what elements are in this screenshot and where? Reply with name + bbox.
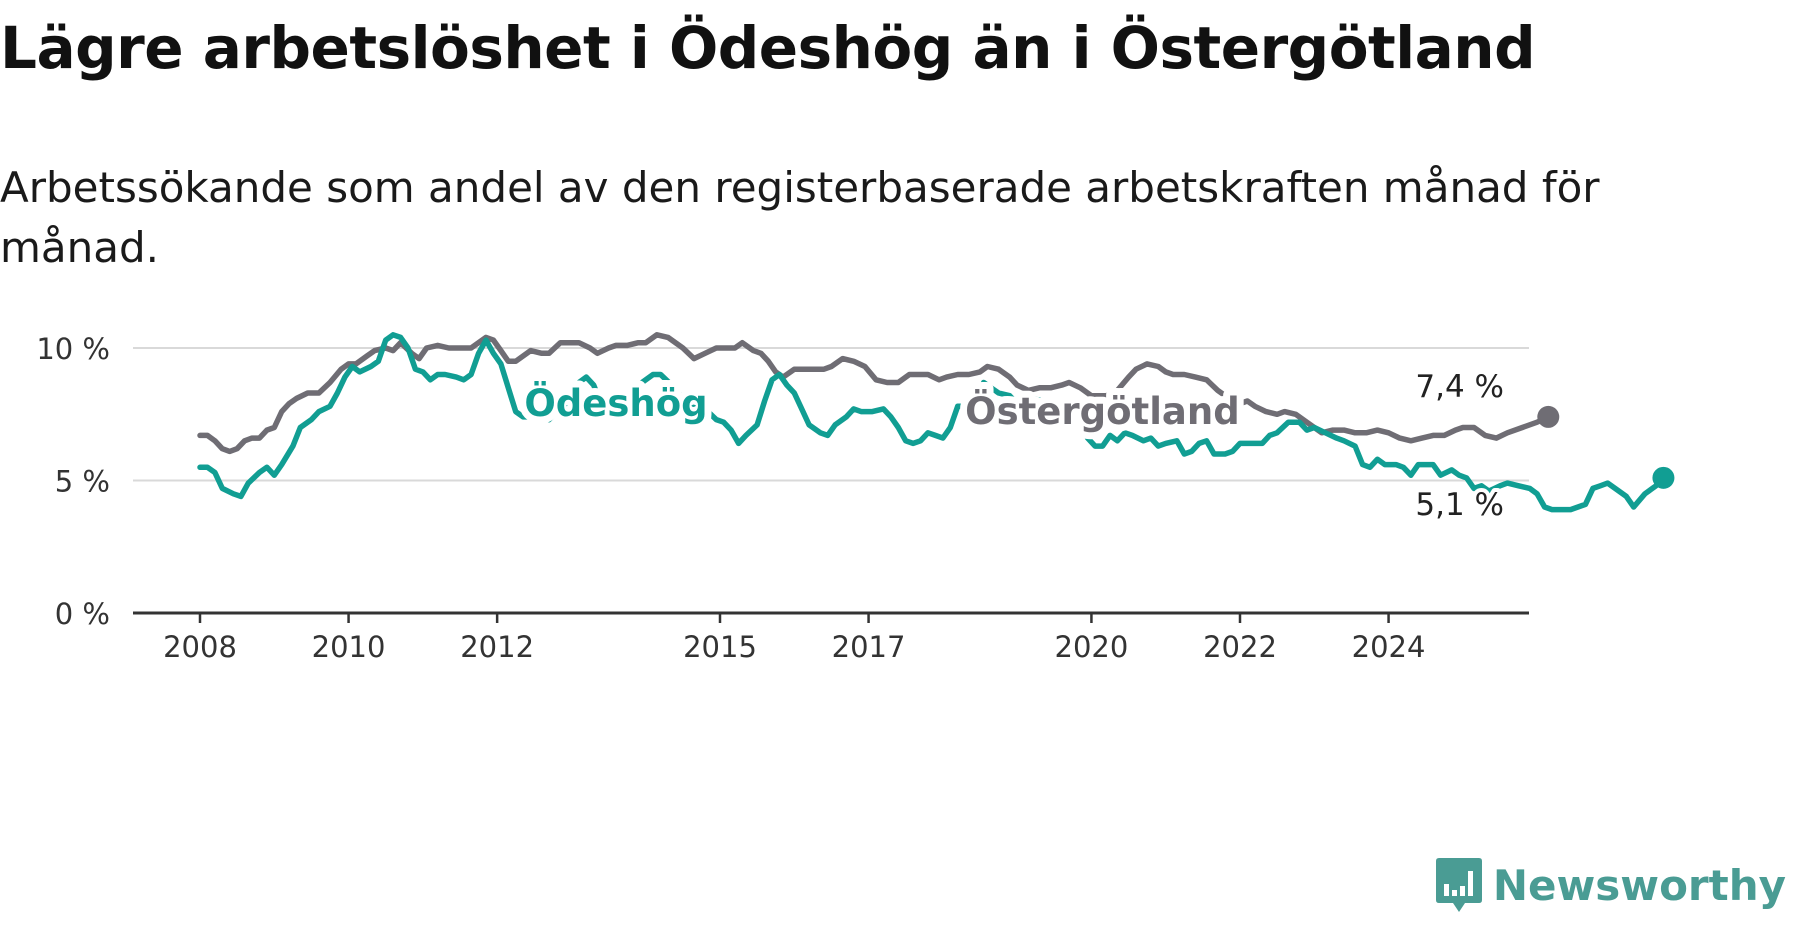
series-line-odeshog [197, 332, 1667, 513]
y-tick-label: 10 % [36, 332, 110, 366]
x-tick-label: 2024 [1352, 630, 1426, 664]
newsworthy-logo-icon [1435, 858, 1482, 912]
y-tick-label: 5 % [55, 465, 110, 499]
series-label-halo: Ödeshög [524, 381, 707, 425]
x-tick-label: 2008 [163, 630, 237, 664]
series-label-halo: Östergötland [965, 389, 1240, 433]
newsworthy-logo: Newsworthy [1435, 856, 1786, 914]
series-label-ostergotland: Östergötland [965, 389, 1240, 433]
x-tick-label: 2017 [832, 630, 906, 664]
series-lines [197, 332, 1667, 513]
series-label-odeshog: Ödeshög [524, 381, 707, 425]
x-tick-label: 2012 [460, 630, 534, 664]
end-dot-odeshog [1652, 466, 1675, 489]
series-line-ostergotland [197, 332, 1552, 455]
newsworthy-logo-text: Newsworthy [1492, 860, 1786, 910]
x-tick-label: 2020 [1055, 630, 1129, 664]
end-value-halo: 7,4 % [1415, 369, 1504, 405]
x-tick-label: 2015 [683, 630, 757, 664]
end-dot-ostergotland [1537, 405, 1560, 428]
end-value-label-odeshog: 5,1 % [1415, 487, 1504, 523]
y-tick-label: 0 % [55, 597, 110, 631]
axes: 0 % 5 % 10 % 2008 2010 2012 2015 2017 2020 2022 20… [36, 332, 1529, 664]
gridlines [133, 347, 1529, 482]
chart-title: Lägre arbetslöshet i Ödeshög än i Österg… [0, 14, 1536, 82]
end-value-label-ostergotland: 7,4 % [1415, 369, 1504, 405]
x-tick-label: 2010 [312, 630, 386, 664]
end-value-halo: 5,1 % [1415, 487, 1504, 523]
chart-subtitle: Arbetssökande som andel av den registerb… [0, 163, 1600, 272]
x-tick-label: 2022 [1203, 630, 1277, 664]
